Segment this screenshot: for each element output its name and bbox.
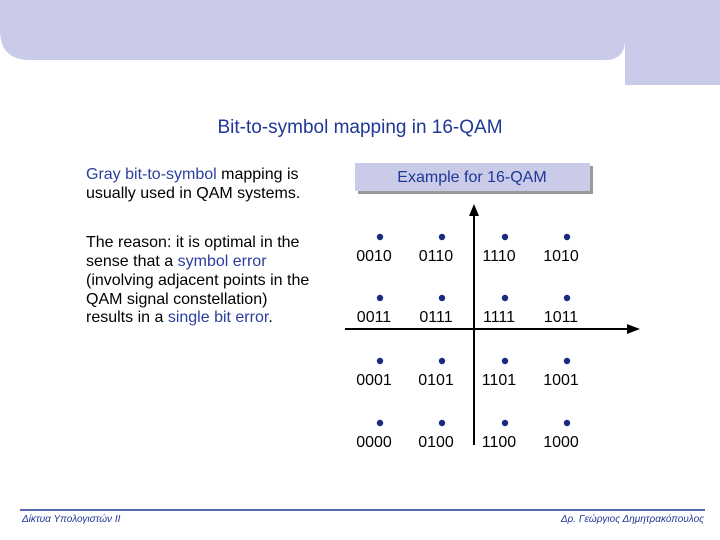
symbol-point [563,294,571,302]
axes [345,204,640,445]
text-run: mapping is usually used in QAM systems. [86,166,303,202]
text-run: (involving adjacent points in the QAM si… [86,253,314,327]
symbol-point [376,419,384,427]
example-box-label: Example for 16-QAM [397,169,546,186]
symbol-label: 1111 [483,309,515,326]
text-run: single bit error [167,309,269,327]
symbol-point [563,233,571,241]
text-run: Gray bit-to-symbol [86,166,217,183]
symbol-label: 0100 [418,434,454,451]
constellation: 0010 0110 1110 1010 0011 0111 1111 1011 0001 0101… [356,233,579,451]
symbol-label: 0101 [418,372,454,389]
symbol-point [501,419,509,427]
symbol-point [563,357,571,365]
symbol-label: 0011 [357,309,392,326]
header-band [0,0,720,85]
symbol-label: 0001 [356,372,392,389]
symbol-point [438,419,446,427]
text-run: The reason: it is optimal in the sense t… [86,234,304,271]
symbol-label: 1011 [544,309,579,326]
symbol-point [501,357,509,365]
symbol-point [438,233,446,241]
symbol-label: 1010 [543,248,579,265]
symbol-point [438,294,446,302]
symbol-point [376,294,384,302]
axis-arrow [627,324,640,334]
text-run: symbol error [177,253,267,271]
symbol-point [376,357,384,365]
left-text: Gray bit-to-symbol mapping is usually us… [86,166,318,359]
symbol-label: 0111 [419,309,452,326]
symbol-point [563,419,571,427]
axis-arrow [469,204,479,216]
paragraph: Gray bit-to-symbol mapping is usually us… [86,166,318,203]
symbol-point [376,233,384,241]
symbol-label: 1001 [543,372,579,389]
symbol-label: 1100 [482,434,517,451]
symbol-label: 0010 [356,248,392,265]
symbol-label: 0110 [419,248,454,265]
symbol-label: 1000 [543,434,579,451]
paragraph: The reason: it is optimal in the sense t… [86,234,318,328]
example-box [355,163,590,191]
text-run: . [268,309,273,327]
footer-left: Δίκτυα Υπολογιστών II [22,514,121,525]
symbol-label: 1101 [482,372,517,389]
symbol-label: 1110 [482,248,515,265]
symbol-point [501,294,509,302]
footer-right: Δρ. Γεώργιος Δημητρακόπουλος [560,514,704,525]
slide-title: Bit-to-symbol mapping in 16-QAM [217,117,503,138]
symbol-point [438,357,446,365]
symbol-point [501,233,509,241]
symbol-label: 0000 [356,434,392,451]
